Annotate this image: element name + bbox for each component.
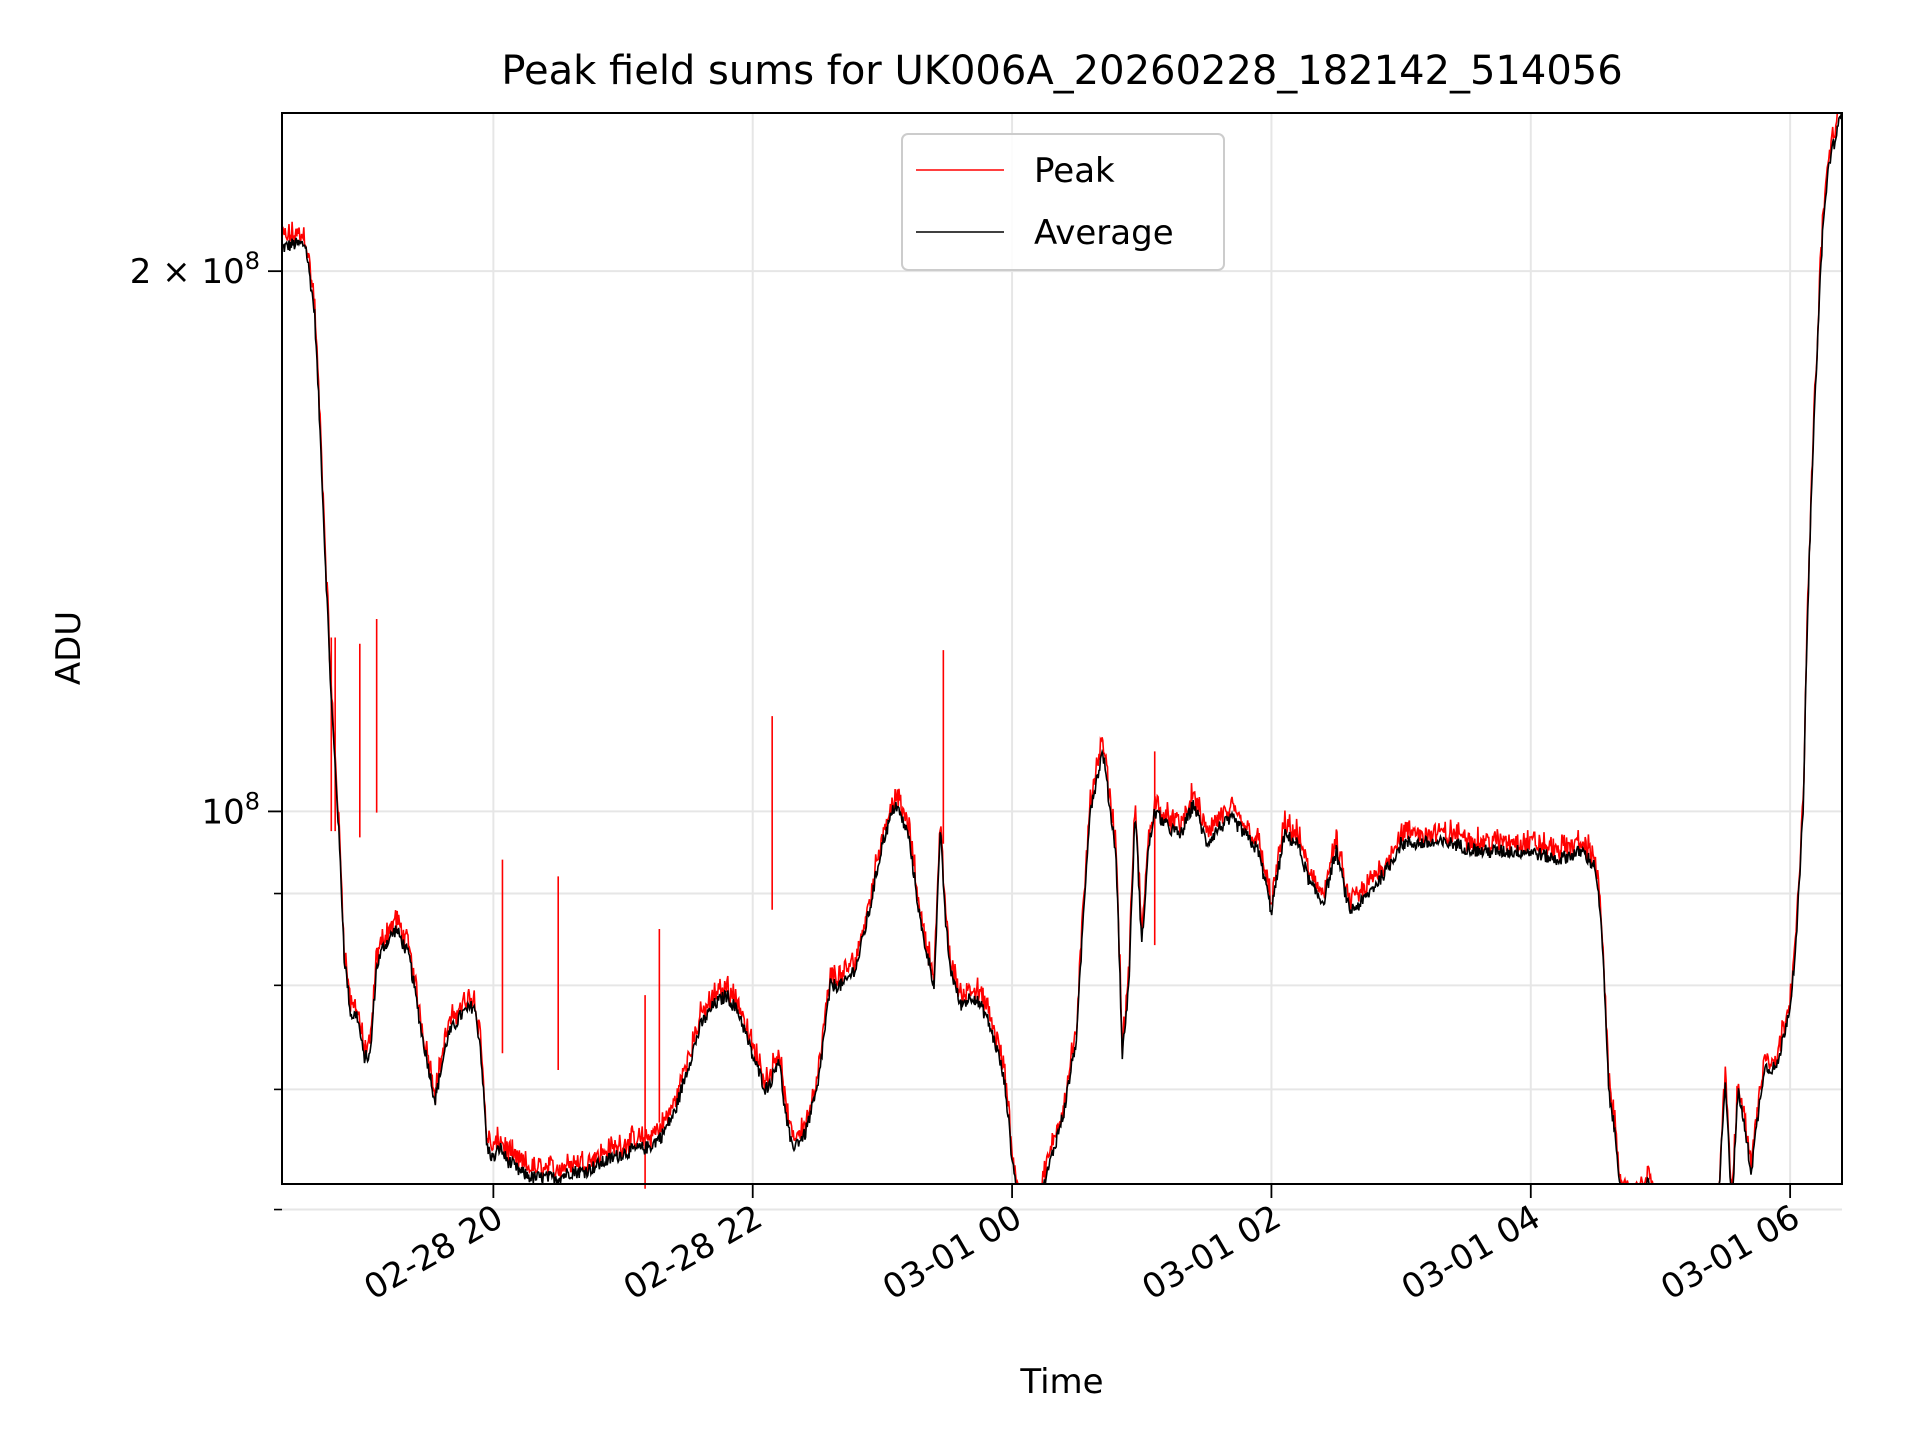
legend-average-label: Average bbox=[1034, 213, 1174, 253]
y-axis: 108 2 × 108 bbox=[130, 247, 282, 1211]
y-tick-label: 2 × 108 bbox=[130, 247, 260, 292]
x-axis-label: Time bbox=[1019, 1362, 1103, 1402]
y-tick-label: 108 bbox=[201, 787, 260, 832]
legend: Peak Average bbox=[901, 133, 1225, 271]
chart-title: Peak field sums for UK006A_20260228_1821… bbox=[501, 48, 1622, 94]
y-axis-label: ADU bbox=[49, 611, 89, 685]
legend-box bbox=[901, 133, 1225, 271]
average-series-line bbox=[282, 113, 1842, 1184]
grid-lines bbox=[282, 113, 1842, 1211]
plot-area bbox=[281, 112, 1843, 1185]
series-layer bbox=[282, 113, 1842, 1189]
legend-peak-label: Peak bbox=[1034, 151, 1115, 191]
